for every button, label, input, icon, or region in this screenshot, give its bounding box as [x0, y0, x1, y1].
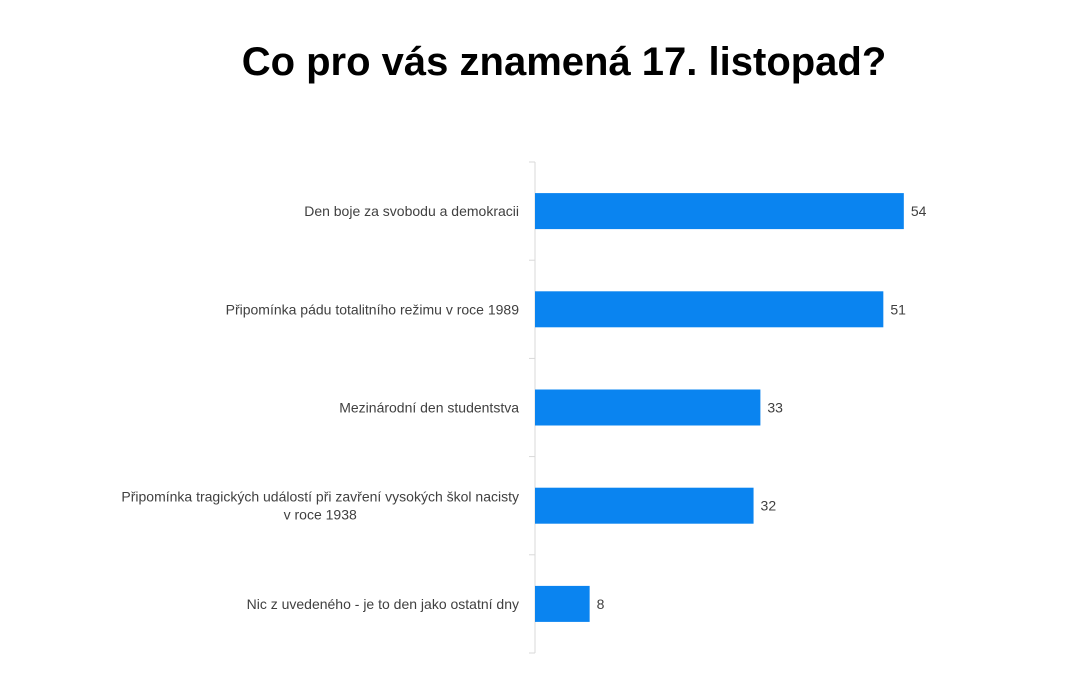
bar [535, 585, 590, 622]
category-label: Připomínka pádu totalitního režimu v roc… [226, 301, 520, 317]
data-label: 54 [911, 203, 927, 219]
bar [535, 487, 754, 524]
category-label: Mezinárodní den studentstva [339, 400, 519, 416]
labels-layer: 54 Den boje za svobodu a demokracii 51 Přip… [121, 203, 926, 612]
bars-layer [535, 193, 904, 622]
data-label: 8 [597, 596, 605, 612]
category-label-line: v roce 1938 [284, 507, 357, 523]
axis-layer [529, 161, 536, 654]
category-label: Připomínka tragických událostí při zavře… [121, 489, 519, 523]
data-label: 33 [767, 400, 783, 416]
category-label-line: Připomínka tragických událostí při zavře… [121, 489, 519, 505]
category-label-line: Připomínka pádu totalitního režimu v roc… [226, 301, 520, 317]
bar [535, 389, 761, 426]
category-label-line: Den boje za svobodu a demokracii [304, 203, 519, 219]
category-label: Nic z uvedeného - je to den jako ostatní… [247, 596, 519, 612]
chart-title: Co pro vás znamená 17. listopad? [241, 40, 887, 84]
bar [535, 291, 884, 328]
bar [535, 193, 904, 230]
category-label-line: Mezinárodní den studentstva [339, 400, 519, 416]
category-label: Den boje za svobodu a demokracii [304, 203, 519, 219]
data-label: 32 [761, 498, 777, 514]
category-label-line: Nic z uvedeného - je to den jako ostatní… [247, 596, 519, 612]
data-label: 51 [890, 301, 906, 317]
